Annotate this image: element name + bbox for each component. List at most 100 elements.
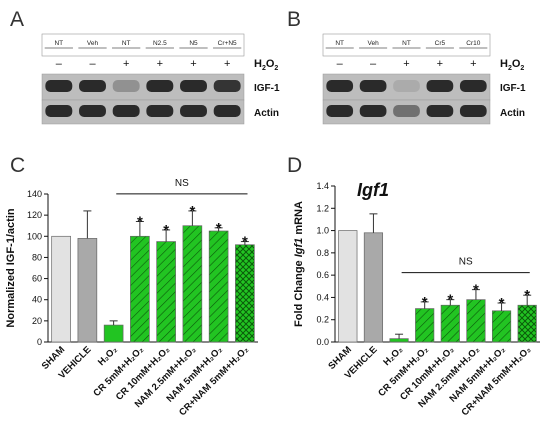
actin-band — [359, 105, 387, 117]
y-tick-label: 0.6 — [316, 270, 329, 280]
y-tick-label: 1.4 — [316, 181, 329, 191]
bar — [389, 338, 409, 343]
bar — [51, 235, 71, 343]
y-tick-label: 60 — [32, 274, 42, 284]
ns-label: NS — [459, 257, 473, 268]
igf1-band — [426, 80, 454, 92]
lane-label: NT — [122, 40, 131, 47]
y-tick-label: 100 — [27, 231, 42, 241]
bar — [517, 304, 537, 343]
igf1-band — [213, 80, 241, 92]
y-tick-label: 0 — [37, 337, 42, 347]
treatment-sign: – — [337, 58, 344, 70]
actin-band — [45, 105, 73, 117]
treatment-sign: + — [403, 58, 409, 70]
y-tick-label: 40 — [32, 295, 42, 305]
y-tick-label: 0.8 — [316, 248, 329, 258]
bar — [103, 324, 124, 343]
bar — [208, 230, 229, 343]
blot-membrane — [41, 99, 245, 125]
actin-band — [180, 105, 207, 117]
lane-label: Veh — [87, 40, 99, 47]
y-tick-label: 140 — [27, 189, 42, 199]
igf1-band — [180, 80, 207, 92]
actin-band — [79, 105, 106, 117]
igf1-band — [45, 80, 73, 92]
treatment-sign: + — [157, 58, 163, 70]
significance-star: * — [242, 234, 248, 251]
igf1-band — [112, 80, 140, 92]
igf1-band — [359, 80, 387, 92]
treatment-label: H2O2 — [500, 58, 524, 72]
actin-band — [146, 105, 174, 117]
lane-label: NT — [335, 40, 344, 47]
treatment-label: H2O2 — [254, 58, 278, 72]
y-tick-label: 1.0 — [316, 226, 329, 236]
treatment-sign: – — [56, 58, 63, 70]
y-tick-label: 0.2 — [316, 315, 329, 325]
treatment-sign: – — [89, 58, 96, 70]
igf1-band — [79, 80, 106, 92]
significance-star: * — [216, 220, 222, 237]
treatment-sign: + — [224, 58, 230, 70]
bar — [440, 304, 460, 343]
bar — [338, 230, 358, 343]
panel-label: B — [287, 8, 301, 31]
bar — [156, 241, 176, 343]
lane-label: Cr5 — [435, 40, 446, 47]
lane-label: NT — [402, 40, 411, 47]
y-axis-label: Fold Change Igf1 mRNA — [293, 201, 305, 327]
igf1-band — [459, 80, 487, 92]
bar — [182, 225, 203, 343]
band-label: Actin — [254, 108, 279, 119]
chart-panel-d: D Igf1 Fold Change Igf1 mRNA 0.0 0.2 0.4 0.6 0.… — [287, 154, 540, 418]
band-label: Actin — [500, 108, 525, 119]
actin-band — [213, 105, 241, 117]
significance-star: * — [473, 282, 479, 299]
actin-band — [459, 105, 487, 117]
lane-label: N2.5 — [153, 40, 167, 47]
igf1-band — [146, 80, 174, 92]
chart-title: Igf1 — [357, 180, 389, 200]
y-tick-label: 80 — [32, 252, 42, 262]
blot-panel-a: A NT – Veh – NT + N2.5 + N5 + Cr+N5 + H2O2 IGF-1 Actin — [10, 8, 280, 125]
lane-label: Cr+N5 — [218, 40, 237, 47]
lane-label: N5 — [189, 40, 198, 47]
significance-star: * — [189, 203, 195, 220]
y-tick-label: 0.4 — [316, 292, 329, 302]
lane-label: Veh — [367, 40, 379, 47]
bar — [466, 299, 486, 343]
lane-header-box — [41, 33, 245, 57]
bar — [235, 244, 255, 343]
significance-star: * — [163, 222, 169, 239]
band-label: IGF-1 — [500, 83, 526, 94]
igf1-band — [326, 80, 354, 92]
igf1-band — [393, 80, 420, 92]
y-tick-label: 120 — [27, 210, 42, 220]
actin-band — [326, 105, 354, 117]
actin-band — [426, 105, 454, 117]
lane-label: NT — [54, 40, 63, 47]
lane-header-box — [322, 33, 491, 57]
treatment-sign: + — [470, 58, 476, 70]
panel-label: A — [10, 8, 24, 31]
y-tick-label: 0.0 — [316, 337, 329, 347]
ns-label: NS — [175, 178, 189, 189]
bar — [77, 238, 98, 343]
bar — [363, 232, 384, 343]
treatment-sign: + — [437, 58, 443, 70]
actin-band — [112, 105, 140, 117]
chart-panel-c: C Normalized IGF-1/actin 0 20 40 60 80 100 120 14… — [5, 154, 258, 418]
bar — [415, 308, 435, 343]
treatment-sign: + — [123, 58, 129, 70]
treatment-sign: – — [370, 58, 377, 70]
significance-star: * — [524, 287, 530, 304]
significance-star: * — [499, 295, 505, 312]
panel-label: D — [287, 154, 302, 177]
y-tick-label: 20 — [32, 316, 42, 326]
treatment-sign: + — [190, 58, 196, 70]
lane-label: Cr10 — [466, 40, 480, 47]
band-label: IGF-1 — [254, 83, 280, 94]
bar — [491, 310, 512, 343]
